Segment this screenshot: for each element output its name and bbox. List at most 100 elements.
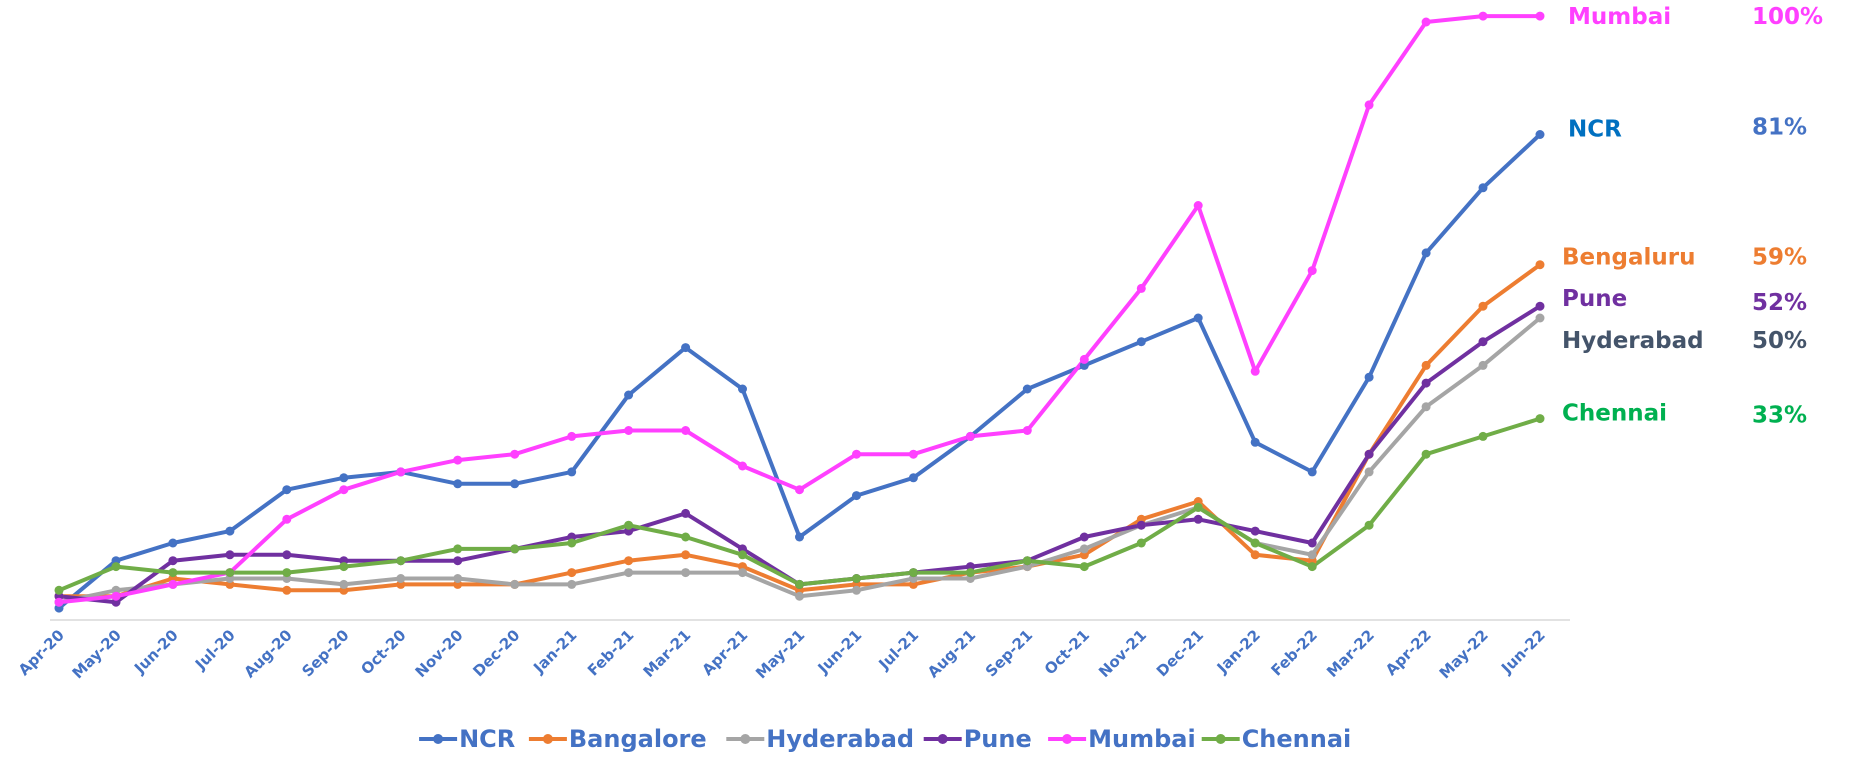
end-label-name-hyderabad: Hyderabad xyxy=(1562,328,1704,354)
point-bangalore-jan-21 xyxy=(567,568,577,578)
legend-label-mumbai: Mumbai xyxy=(1088,725,1196,753)
legend-marker-ncr xyxy=(433,734,444,744)
series-markers xyxy=(54,11,1545,613)
point-ncr-sep-20 xyxy=(339,473,349,483)
x-tick-oct-20: Oct-20 xyxy=(357,626,409,678)
point-mumbai-sep-20 xyxy=(339,485,349,495)
point-pune-jul-20 xyxy=(225,550,235,560)
point-hyderabad-may-22 xyxy=(1478,360,1488,370)
end-label-value-bengaluru: 59% xyxy=(1752,245,1807,271)
x-axis-tick-labels: Apr-20 May-20 Jun-20 Jul-20 Aug-20 Sep-20 Oct-… xyxy=(15,626,1549,682)
point-mumbai-feb-22 xyxy=(1307,266,1317,276)
point-mumbai-may-21 xyxy=(795,485,804,495)
point-mumbai-mar-21 xyxy=(681,426,691,435)
legend-item-pune: Pune xyxy=(923,725,1032,753)
legend-label-hyderabad: Hyderabad xyxy=(766,725,914,753)
point-chennai-oct-21 xyxy=(1079,562,1089,572)
x-tick-apr-20: Apr-20 xyxy=(15,626,68,679)
point-chennai-mar-22 xyxy=(1364,520,1374,530)
point-pune-nov-21 xyxy=(1136,520,1146,530)
x-tick-feb-22: Feb-22 xyxy=(1267,626,1320,679)
end-label-value-ncr: 81% xyxy=(1752,114,1807,140)
point-mumbai-aug-21 xyxy=(965,431,975,441)
end-label-value-pune: 52% xyxy=(1752,290,1807,316)
point-chennai-apr-21 xyxy=(738,550,747,560)
x-tick-nov-20: Nov-20 xyxy=(412,626,467,681)
x-tick-mar-22: Mar-22 xyxy=(1323,626,1378,681)
x-tick-aug-20: Aug-20 xyxy=(240,626,295,681)
point-pune-nov-20 xyxy=(453,556,463,566)
point-ncr-sep-21 xyxy=(1022,384,1032,394)
point-pune-jun-22 xyxy=(1535,301,1545,311)
legend-label-ncr: NCR xyxy=(459,725,515,753)
point-chennai-jun-22 xyxy=(1535,414,1545,424)
point-mumbai-jan-21 xyxy=(567,431,577,441)
x-tick-feb-21: Feb-21 xyxy=(584,626,637,679)
point-hyderabad-dec-20 xyxy=(510,579,520,589)
point-mumbai-oct-20 xyxy=(396,467,406,477)
point-mumbai-jul-21 xyxy=(908,449,918,459)
x-tick-apr-22: Apr-22 xyxy=(1382,626,1435,679)
point-ncr-apr-21 xyxy=(738,384,747,394)
point-hyderabad-may-21 xyxy=(795,591,804,601)
x-tick-jul-20: Jul-20 xyxy=(191,626,239,674)
legend-marker-bangalore xyxy=(542,734,553,744)
legend-marker-chennai xyxy=(1215,734,1226,744)
point-pune-feb-22 xyxy=(1307,538,1317,548)
point-ncr-jun-20 xyxy=(168,538,178,548)
point-ncr-may-21 xyxy=(795,532,804,542)
point-bangalore-mar-21 xyxy=(681,550,691,560)
point-mumbai-jan-22 xyxy=(1250,366,1260,376)
legend-marker-hyderabad xyxy=(740,734,751,744)
point-chennai-mar-21 xyxy=(681,532,691,542)
point-ncr-dec-20 xyxy=(510,479,520,489)
point-ncr-nov-20 xyxy=(453,479,463,489)
point-bangalore-aug-20 xyxy=(282,585,292,595)
point-chennai-jul-20 xyxy=(225,568,235,578)
legend-label-pune: Pune xyxy=(964,725,1032,753)
point-mumbai-oct-21 xyxy=(1079,354,1089,364)
x-tick-sep-21: Sep-21 xyxy=(982,626,1036,680)
point-ncr-mar-21 xyxy=(681,343,691,353)
point-mumbai-dec-21 xyxy=(1193,201,1203,210)
legend-marker-mumbai xyxy=(1062,734,1073,744)
point-ncr-feb-22 xyxy=(1307,467,1317,477)
legend-label-bangalore: Bangalore xyxy=(569,725,707,753)
point-chennai-jun-21 xyxy=(852,574,861,583)
x-tick-jun-21: Jun-21 xyxy=(814,626,866,678)
end-labels: Mumbai 100% NCR 81% Bengaluru 59% Pune 52% Hyder… xyxy=(1562,4,1823,429)
x-tick-sep-20: Sep-20 xyxy=(298,626,352,680)
x-tick-jun-22: Jun-22 xyxy=(1497,626,1549,678)
point-mumbai-jun-20 xyxy=(168,579,178,589)
point-chennai-aug-20 xyxy=(282,568,292,578)
point-hyderabad-feb-22 xyxy=(1307,550,1317,560)
point-ncr-dec-21 xyxy=(1193,313,1203,323)
point-mumbai-apr-20 xyxy=(54,597,64,607)
point-chennai-dec-21 xyxy=(1193,502,1203,512)
point-chennai-aug-21 xyxy=(965,568,975,578)
x-tick-dec-20: Dec-20 xyxy=(469,626,523,680)
point-chennai-jun-20 xyxy=(168,568,178,578)
end-label-name-mumbai: Mumbai xyxy=(1568,4,1671,30)
point-mumbai-aug-20 xyxy=(282,514,292,524)
x-tick-may-22: May-22 xyxy=(1436,626,1492,682)
point-ncr-jun-22 xyxy=(1535,130,1545,139)
point-pune-mar-21 xyxy=(681,508,691,518)
point-pune-apr-22 xyxy=(1421,378,1431,388)
point-pune-jun-20 xyxy=(168,556,178,566)
point-bangalore-feb-21 xyxy=(624,556,634,566)
legend-item-hyderabad: Hyderabad xyxy=(726,725,914,753)
x-tick-jun-20: Jun-20 xyxy=(130,626,182,678)
point-pune-jan-22 xyxy=(1250,526,1260,536)
x-tick-mar-21: Mar-21 xyxy=(640,626,695,681)
point-mumbai-nov-21 xyxy=(1136,283,1146,293)
point-mumbai-mar-22 xyxy=(1364,100,1374,110)
point-mumbai-jun-22 xyxy=(1535,11,1545,21)
point-chennai-feb-22 xyxy=(1307,562,1317,572)
point-ncr-feb-21 xyxy=(624,390,634,400)
series-line-mumbai xyxy=(57,14,1542,605)
point-hyderabad-nov-20 xyxy=(453,574,463,583)
x-tick-jan-22: Jan-22 xyxy=(1213,626,1264,677)
point-hyderabad-apr-21 xyxy=(738,568,747,578)
